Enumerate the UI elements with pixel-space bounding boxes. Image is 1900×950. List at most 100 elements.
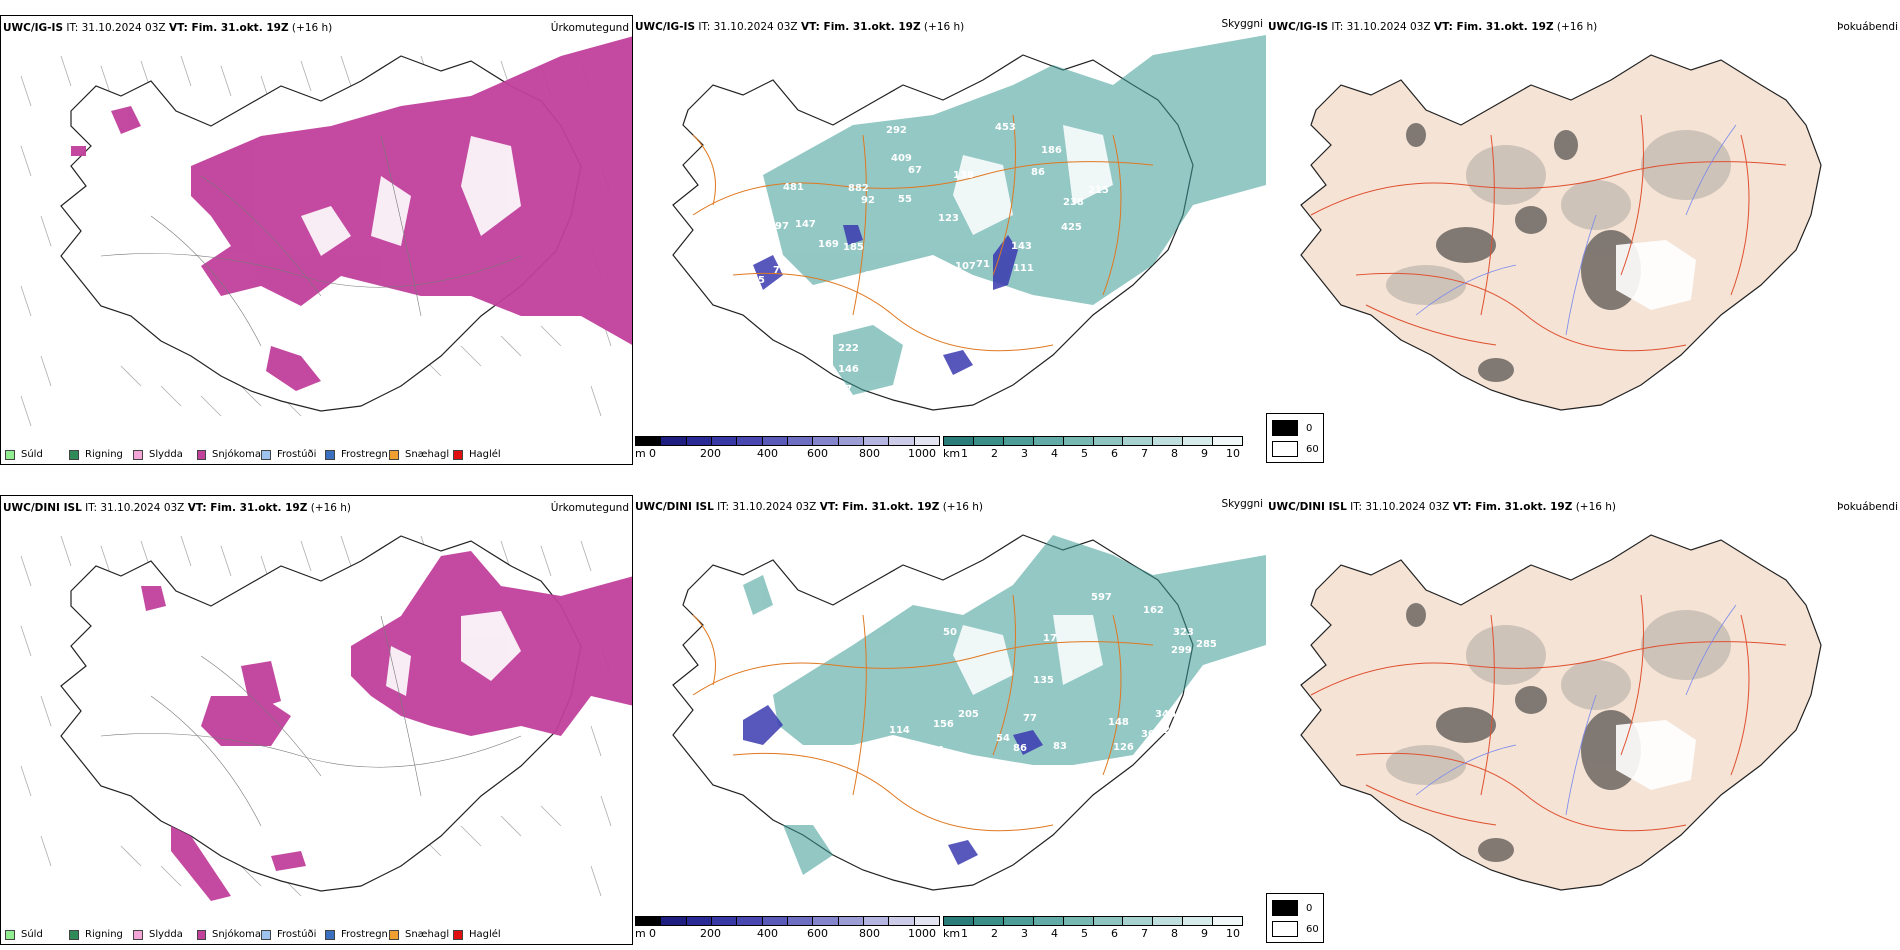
vis-label: 98 xyxy=(879,738,893,749)
legend-item: Slydda xyxy=(133,449,197,460)
visibility-scale: km 1 2 3 4 5 6 7 8 9 10 xyxy=(943,436,1243,460)
vis-label: 147 xyxy=(795,219,816,230)
legend-item: Snjókoma xyxy=(197,929,261,940)
height-scale: m 0 200 400 600 800 1000 xyxy=(635,916,940,940)
panel-name: Úrkomutegund xyxy=(550,22,629,34)
panel-title: UWC/DINI ISL IT: 31.10.2024 03Z VT: Fim.… xyxy=(3,502,352,514)
visibility-map: 597 162 323 285 299 329 50 17 135 148 34… xyxy=(672,534,1266,891)
panel-name: Þokuábendi xyxy=(1837,21,1898,33)
scale-tick: 800 xyxy=(859,447,880,460)
vis-label: 97 xyxy=(908,863,922,874)
vis-label: 138 xyxy=(953,170,974,181)
vis-label: 346 xyxy=(1155,709,1176,720)
fog-scale-black: 0 xyxy=(1306,422,1313,434)
scale-tick: 3 xyxy=(1021,927,1028,940)
height-scale: m 0 200 400 600 800 1000 xyxy=(635,436,940,460)
scale-tick: 200 xyxy=(700,927,721,940)
legend-item: Snjókoma xyxy=(197,449,261,460)
legend-item: Rigning xyxy=(69,929,133,940)
vis-label: 60 xyxy=(929,380,943,391)
scale-tick: 10 xyxy=(1226,447,1240,460)
visibility-map: 481 882 92 55 67 409 292 453 186 86 138 … xyxy=(672,35,1266,411)
vis-label: 481 xyxy=(783,182,804,193)
scale-tick: 1000 xyxy=(908,927,936,940)
vis-label: 25 xyxy=(751,275,765,286)
legend-item: Snæhagl xyxy=(389,449,453,460)
legend-item: Frostregn xyxy=(325,449,389,460)
vis-label: 67 xyxy=(908,165,922,176)
scale-tick: 600 xyxy=(807,447,828,460)
panel-top-mid: UWC/IG-IS IT: 31.10.2024 03Z VT: Fim. 31… xyxy=(633,15,1266,465)
vis-label: 453 xyxy=(995,122,1016,133)
vis-label: 80 xyxy=(781,125,795,136)
scale-tick: 6 xyxy=(1111,927,1118,940)
vis-label: 64 xyxy=(916,263,930,274)
scale-tick: 200 xyxy=(700,447,721,460)
panel-bottom-right: UWC/DINI ISL IT: 31.10.2024 03Z VT: Fim.… xyxy=(1266,495,1900,925)
fog-index-map xyxy=(1300,54,1822,411)
panel-title: UWC/DINI ISL IT: 31.10.2024 03Z VT: Fim.… xyxy=(635,501,984,513)
scale-tick: 8 xyxy=(1171,927,1178,940)
fog-scale-top: 0 60 xyxy=(1266,413,1324,463)
vis-label: 83 xyxy=(1053,741,1067,752)
vis-label: 285 xyxy=(1196,639,1217,650)
vis-label: 114 xyxy=(889,725,910,736)
panel-bottom-left: UWC/DINI ISL IT: 31.10.2024 03Z VT: Fim.… xyxy=(0,495,633,945)
scale-tick: 400 xyxy=(757,447,778,460)
panel-name: Þokuábendi xyxy=(1837,501,1898,513)
scale-unit: km xyxy=(943,447,961,460)
scale-tick: 1 xyxy=(961,447,968,460)
visibility-scale-strip xyxy=(943,916,1243,926)
vis-label: 185 xyxy=(843,242,864,253)
height-scale-strip xyxy=(635,436,940,446)
vis-label: 148 xyxy=(1108,717,1129,728)
legend-item: Frostúði xyxy=(261,449,325,460)
vis-label: 128 xyxy=(903,843,924,854)
vis-label: 143 xyxy=(1011,241,1032,252)
scale-tick: 5 xyxy=(1081,927,1088,940)
vis-label: 50 xyxy=(943,627,957,638)
precip-type-map xyxy=(20,535,632,901)
vis-label: 86 xyxy=(1031,167,1045,178)
panel-top-right: UWC/IG-IS IT: 31.10.2024 03Z VT: Fim. 31… xyxy=(1266,15,1900,445)
vis-label: 76 xyxy=(773,265,787,276)
legend-item: Rigning xyxy=(69,449,133,460)
fog-scale-white: 60 xyxy=(1306,443,1319,455)
iceland-outline xyxy=(1300,534,1822,891)
scale-unit: m xyxy=(635,447,646,460)
visibility-scale-strip xyxy=(943,436,1243,446)
precip-legend: Súld Rigning Slydda Snjókoma Frostúði Fr… xyxy=(5,449,517,460)
scale-tick: 0 xyxy=(649,927,656,940)
legend-item: Haglél xyxy=(453,929,517,940)
vis-label: 126 xyxy=(1113,742,1134,753)
vis-label: 156 xyxy=(933,719,954,730)
scale-tick: 400 xyxy=(757,927,778,940)
vis-label: 323 xyxy=(1173,627,1194,638)
legend-item: Haglél xyxy=(453,449,517,460)
panel-bottom-mid: UWC/DINI ISL IT: 31.10.2024 03Z VT: Fim.… xyxy=(633,495,1266,945)
fog-scale-white: 60 xyxy=(1306,923,1319,935)
vis-label: 222 xyxy=(838,343,859,354)
scale-tick: 6 xyxy=(1111,447,1118,460)
vis-label: 257 xyxy=(865,270,886,281)
legend-item: Frostregn xyxy=(325,929,389,940)
vis-label: 162 xyxy=(1143,605,1164,616)
vis-label: 107 xyxy=(955,261,976,272)
vis-label: 186 xyxy=(1041,145,1062,156)
scale-tick: 4 xyxy=(1051,927,1058,940)
iceland-outline xyxy=(1300,54,1822,411)
panel-name: Skyggni xyxy=(1221,18,1264,30)
fog-scale-bottom: 0 60 xyxy=(1266,893,1324,943)
vis-label: 67 xyxy=(926,861,940,872)
scale-tick: 1000 xyxy=(908,447,936,460)
scale-tick: 600 xyxy=(807,927,828,940)
panel-title: UWC/IG-IS IT: 31.10.2024 03Z VT: Fim. 31… xyxy=(635,21,965,33)
vis-label: 238 xyxy=(1063,197,1084,208)
visibility-scale: km 1 2 3 4 5 6 7 8 9 10 xyxy=(943,916,1243,940)
scale-tick: 5 xyxy=(1081,447,1088,460)
scale-tick: 1 xyxy=(961,927,968,940)
precip-type-map xyxy=(20,36,632,427)
vis-label: 135 xyxy=(1033,675,1054,686)
fog-scale-black: 0 xyxy=(1306,902,1313,914)
legend-item: Súld xyxy=(5,929,69,940)
